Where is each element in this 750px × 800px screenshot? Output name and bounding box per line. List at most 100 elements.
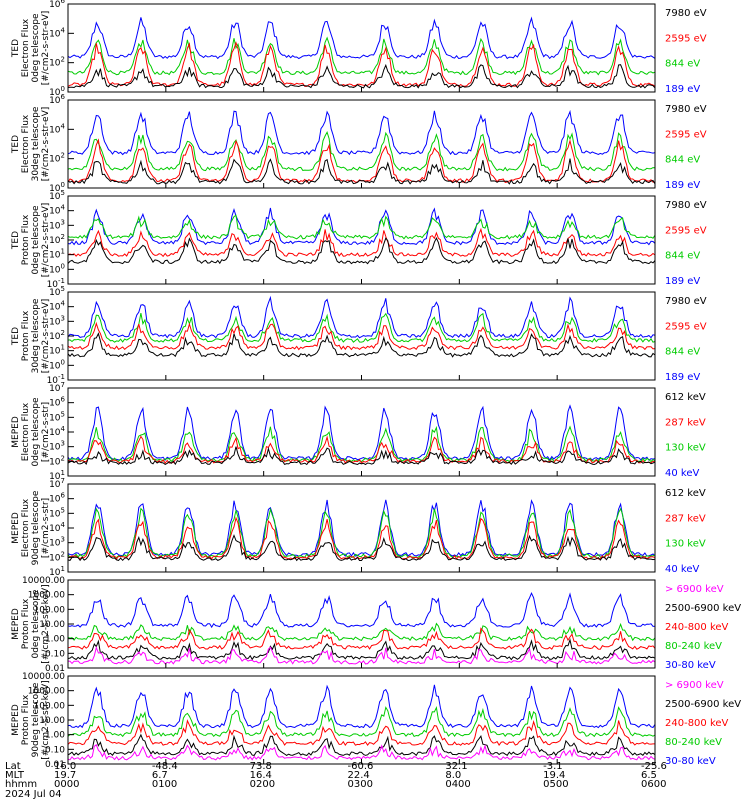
series-line-6-4	[67, 591, 656, 629]
ytick-label-4-3: 104	[49, 425, 65, 438]
legend-entry-5-0: 612 keV	[665, 488, 706, 499]
series-line-5-0	[67, 534, 656, 562]
legend-entry-0-1: 2595 eV	[665, 33, 707, 44]
xtick-label-lat-4: 32.1	[445, 761, 467, 772]
series-line-2-2	[67, 214, 656, 240]
ytick-label-6-0: 0.01	[45, 664, 65, 674]
legend-entry-2-3: 189 eV	[665, 276, 700, 287]
series-line-6-3	[67, 622, 656, 642]
series-line-1-3	[67, 109, 656, 156]
xtick-label-hhmm-3: 0300	[348, 779, 373, 790]
legend-entry-4-0: 612 keV	[665, 392, 706, 403]
legend-entry-5-3: 40 keV	[665, 564, 699, 575]
ytick-label-2-4: 103	[49, 218, 65, 231]
ytick-label-6-2: 1.00	[45, 635, 65, 645]
legend-entry-0-3: 189 eV	[665, 84, 700, 95]
ytick-label-7-1: 0.10	[45, 745, 65, 755]
legend-entry-7-1: 2500-6900 keV	[665, 699, 741, 710]
xtick-label-lat-2: 73.8	[250, 761, 272, 772]
ytick-label-3-5: 104	[49, 300, 65, 313]
xtick-label-lat-1: -48.4	[152, 761, 178, 772]
ytick-label-5-4: 105	[49, 506, 65, 519]
xtick-label-mlt-6: 6.5	[641, 770, 657, 781]
ytick-label-3-4: 103	[49, 314, 65, 327]
panel-ylabel-3: TEDProton Flux30deg telescope[#/cm2-s-st…	[11, 298, 51, 373]
series-line-1-2	[67, 131, 656, 172]
series-line-5-3	[67, 499, 656, 557]
series-line-5-1	[67, 516, 656, 560]
series-line-7-4	[67, 684, 656, 729]
series-line-7-2	[67, 719, 655, 747]
legend-entry-4-1: 287 keV	[665, 417, 706, 428]
xtick-label-mlt-5: 19.4	[543, 770, 565, 781]
legend-entry-6-4: 30-80 keV	[665, 660, 716, 671]
legend-entry-6-3: 80-240 keV	[665, 641, 722, 652]
legend-entry-2-0: 7980 eV	[665, 200, 707, 211]
panel-ylabel-5: MEPEDElectron Flux90deg telescope[#/cm2-…	[11, 490, 51, 565]
ytick-label-4-5: 106	[49, 396, 65, 409]
xaxis-date: 2024 Jul 04	[5, 789, 62, 800]
series-line-0-1	[67, 41, 656, 87]
ytick-label-6-1: 0.10	[45, 649, 65, 659]
ytick-label-2-1: 100	[49, 262, 65, 275]
panel-ylabel-4: MEPEDElectron Flux0deg telescope[#/cm2-s…	[11, 397, 51, 467]
xtick-label-mlt-2: 16.4	[250, 770, 272, 781]
legend-entry-2-1: 2595 eV	[665, 225, 707, 236]
ytick-label-4-2: 103	[49, 440, 65, 453]
legend-entry-6-1: 2500-6900 keV	[665, 603, 741, 614]
legend-entry-6-0: > 6900 keV	[665, 584, 724, 595]
legend-entry-7-0: > 6900 keV	[665, 680, 724, 691]
legend-entry-7-2: 240-800 keV	[665, 718, 729, 729]
series-line-4-0	[67, 446, 656, 466]
legend-entry-3-0: 7980 eV	[665, 296, 707, 307]
ytick-label-7-5: 1000.00	[28, 687, 65, 697]
panel-frame-6	[67, 579, 656, 669]
xtick-label-hhmm-5: 0500	[543, 779, 568, 790]
series-line-7-1	[67, 733, 656, 757]
xtick-label-hhmm-1: 0100	[152, 779, 177, 790]
panel-6: 0.01 0.10 1.00 10.00 100.00 1000.00 10000.00ME…	[11, 576, 741, 674]
legend-entry-4-2: 130 keV	[665, 443, 706, 454]
ytick-label-7-3: 10.00	[39, 716, 65, 726]
ytick-label-6-4: 100.00	[34, 605, 66, 615]
ytick-label-1-1: 102	[49, 152, 65, 165]
legend-entry-2-2: 844 eV	[665, 251, 700, 262]
ytick-label-2-5: 104	[49, 204, 65, 217]
legend-entry-7-3: 80-240 keV	[665, 737, 722, 748]
panel-ylabel-1: TEDElectron Flux30deg telescope[#/cm2-s-…	[11, 106, 51, 181]
legend-entry-1-0: 7980 eV	[665, 104, 707, 115]
legend-entry-4-3: 40 keV	[665, 468, 699, 479]
xtick-label-hhmm-0: 0000	[54, 779, 79, 790]
series-line-2-0	[67, 237, 656, 265]
ytick-label-7-6: 10000.00	[22, 672, 65, 682]
panel-frame-5	[67, 483, 656, 573]
xtick-label-lat-3: -60.6	[348, 761, 374, 772]
legend-entry-5-2: 130 keV	[665, 539, 706, 550]
ytick-label-5-1: 102	[49, 550, 65, 563]
series-line-0-2	[67, 36, 656, 76]
ytick-label-6-5: 1000.00	[28, 591, 65, 601]
ytick-label-4-1: 102	[49, 454, 65, 467]
xaxis-row-mlt: MLT	[5, 770, 25, 781]
ytick-label-6-6: 10000.00	[22, 576, 65, 586]
ytick-label-2-2: 101	[49, 248, 65, 261]
series-line-3-0	[67, 332, 656, 358]
xtick-label-mlt-0: 19.7	[54, 770, 76, 781]
series-line-4-2	[67, 425, 656, 463]
panel-7: 0.01 0.10 1.00 10.00 100.00 1000.00 10000.00ME…	[11, 672, 741, 770]
ytick-label-0-3: 106	[49, 0, 65, 10]
xtick-label-mlt-4: 8.0	[445, 770, 461, 781]
series-line-4-1	[67, 435, 656, 464]
panel-ylabel-6: MEPEDProton Flux0deg telescope[#/cm2-s-s…	[11, 584, 51, 663]
series-line-3-3	[67, 295, 656, 339]
legend-entry-6-2: 240-800 keV	[665, 622, 729, 633]
ytick-label-0-1: 102	[49, 56, 65, 69]
ytick-label-7-4: 100.00	[34, 701, 66, 711]
ytick-label-7-0: 0.01	[45, 760, 65, 770]
series-line-6-0	[67, 645, 656, 665]
